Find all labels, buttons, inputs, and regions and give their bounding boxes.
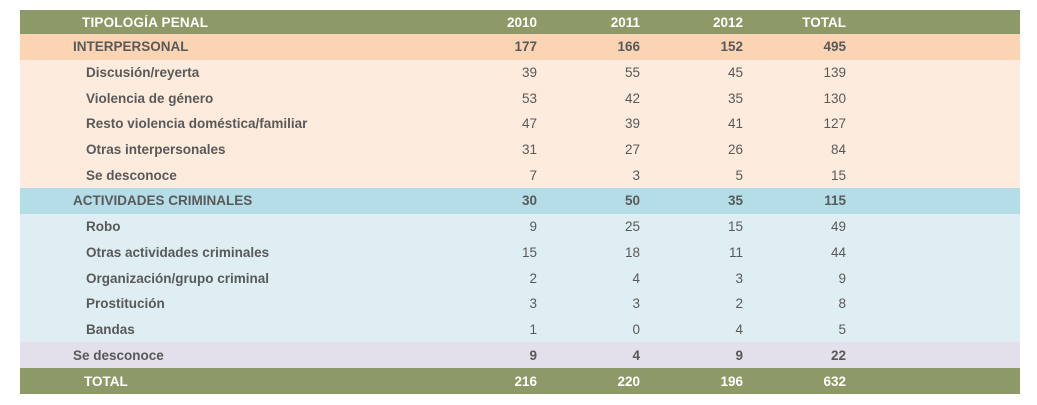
cell-2011: 220 xyxy=(617,373,640,389)
cell-2010: 177 xyxy=(514,39,537,55)
row-organizacion-grupo-criminal: Organización/grupo criminal 2 4 3 9 xyxy=(20,265,1020,291)
cell-2011: 55 xyxy=(624,65,640,81)
row-se-desconoce: Se desconoce 9 4 9 22 xyxy=(20,342,1020,368)
cell-2012: 5 xyxy=(735,167,743,183)
cell-2012: 41 xyxy=(727,116,743,132)
row-label: Otras interpersonales xyxy=(86,142,226,158)
cell-2012: 196 xyxy=(720,373,743,389)
cell-2010: 31 xyxy=(521,142,537,158)
row-otras-actividades-criminales: Otras actividades criminales 15 18 11 44 xyxy=(20,239,1020,266)
row-label: Organización/grupo criminal xyxy=(86,270,270,286)
cell-2011: 3 xyxy=(632,296,640,312)
row-bandas: Bandas 1 0 4 5 xyxy=(20,316,1020,343)
cell-2012: 35 xyxy=(727,90,743,106)
cell-2011: 25 xyxy=(624,219,640,235)
cell-total: 15 xyxy=(830,167,846,183)
row-se-desconoce-interpersonal: Se desconoce 7 3 5 15 xyxy=(20,162,1020,189)
cell-2011: 4 xyxy=(632,270,640,286)
cell-2010: 53 xyxy=(521,90,537,106)
row-label: INTERPERSONAL xyxy=(73,39,189,55)
cell-2012: 2 xyxy=(735,296,743,312)
row-label: Prostitución xyxy=(86,296,165,312)
cell-2010: 39 xyxy=(521,65,537,81)
cell-2012: 35 xyxy=(727,193,743,209)
column-header-total: TOTAL xyxy=(802,14,846,30)
row-label: Se desconoce xyxy=(73,347,164,363)
row-total: TOTAL 216 220 196 632 xyxy=(20,367,1020,395)
cell-2012: 3 xyxy=(735,270,743,286)
cell-total: 22 xyxy=(830,347,846,363)
column-header-2010: 2010 xyxy=(506,14,537,30)
cell-2012: 15 xyxy=(727,219,743,235)
row-robo: Robo 9 25 15 49 xyxy=(20,213,1020,240)
row-label: TOTAL xyxy=(84,373,128,389)
cell-2011: 27 xyxy=(624,142,640,158)
cell-2012: 9 xyxy=(735,347,743,363)
row-resto-violencia-domestica-familiar: Resto violencia doméstica/familiar 47 39… xyxy=(20,111,1020,137)
cell-2010: 7 xyxy=(529,167,537,183)
row-label: Se desconoce xyxy=(86,167,177,183)
cell-total: 632 xyxy=(823,373,846,389)
cell-total: 127 xyxy=(823,116,846,132)
cell-2010: 9 xyxy=(529,347,537,363)
cell-2011: 3 xyxy=(632,167,640,183)
cell-2012: 4 xyxy=(735,321,743,337)
cell-total: 115 xyxy=(824,193,846,209)
cell-total: 495 xyxy=(823,39,846,55)
row-label: Discusión/reyerta xyxy=(86,65,200,81)
cell-2010: 9 xyxy=(529,219,537,235)
cell-2010: 30 xyxy=(521,193,537,209)
column-header-2011: 2011 xyxy=(610,14,640,30)
cell-2010: 2 xyxy=(529,270,537,286)
row-actividades-criminales: ACTIVIDADES CRIMINALES 30 50 35 115 xyxy=(20,188,1020,214)
cell-total: 44 xyxy=(830,244,846,260)
cell-2011: 42 xyxy=(624,90,640,106)
cell-2012: 152 xyxy=(720,39,743,55)
cell-2010: 15 xyxy=(521,244,537,260)
cell-2012: 11 xyxy=(728,244,743,260)
cell-total: 84 xyxy=(830,142,846,158)
cell-total: 49 xyxy=(830,219,846,235)
crime-typology-table: TIPOLOGÍA PENAL 2010 2011 2012 TOTAL INT… xyxy=(20,10,1020,395)
row-label: ACTIVIDADES CRIMINALES xyxy=(73,193,253,209)
cell-2010: 1 xyxy=(529,321,537,337)
cell-2011: 0 xyxy=(632,321,640,337)
cell-total: 5 xyxy=(838,321,846,337)
cell-total: 139 xyxy=(823,65,846,81)
row-otras-interpersonales: Otras interpersonales 31 27 26 84 xyxy=(20,136,1020,163)
cell-total: 8 xyxy=(838,296,846,312)
cell-2010: 47 xyxy=(521,116,537,132)
cell-2010: 3 xyxy=(529,296,537,312)
cell-2011: 166 xyxy=(617,39,640,55)
cell-2011: 4 xyxy=(632,347,640,363)
row-label: Resto violencia doméstica/familiar xyxy=(86,116,308,132)
row-violencia-de-genero: Violencia de género 53 42 35 130 xyxy=(20,85,1020,112)
cell-2010: 216 xyxy=(514,373,537,389)
row-prostitucion: Prostitución 3 3 2 8 xyxy=(20,290,1020,317)
cell-2011: 39 xyxy=(624,116,640,132)
row-label: Robo xyxy=(86,219,121,235)
cell-2012: 45 xyxy=(727,65,743,81)
cell-2012: 26 xyxy=(727,142,743,158)
cell-total: 9 xyxy=(838,270,846,286)
cell-total: 130 xyxy=(823,90,846,106)
row-interpersonal: INTERPERSONAL 177 166 152 495 xyxy=(20,34,1020,60)
column-header-tipologia-penal: TIPOLOGÍA PENAL xyxy=(82,14,209,30)
table-header-row: TIPOLOGÍA PENAL 2010 2011 2012 TOTAL xyxy=(20,10,1020,34)
cell-2011: 50 xyxy=(624,193,640,209)
row-discusion-reyerta: Discusión/reyerta 39 55 45 139 xyxy=(20,59,1020,86)
column-header-2012: 2012 xyxy=(712,14,743,30)
row-label: Otras actividades criminales xyxy=(86,244,270,260)
cell-2011: 18 xyxy=(624,244,640,260)
row-label: Violencia de género xyxy=(86,90,214,106)
row-label: Bandas xyxy=(86,321,135,337)
